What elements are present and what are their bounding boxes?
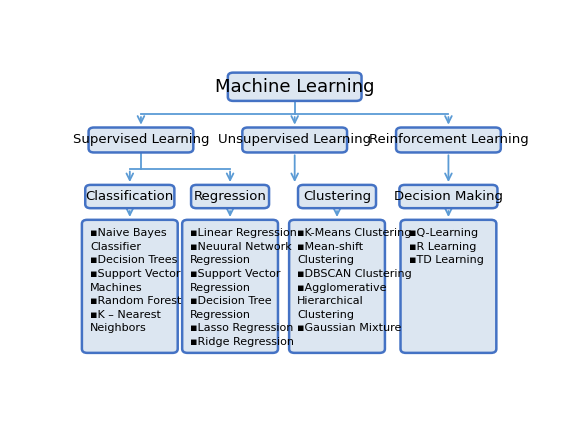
FancyBboxPatch shape bbox=[400, 185, 497, 208]
FancyBboxPatch shape bbox=[396, 127, 501, 152]
FancyBboxPatch shape bbox=[182, 220, 278, 353]
FancyBboxPatch shape bbox=[298, 185, 376, 208]
Text: Supervised Learning: Supervised Learning bbox=[72, 133, 209, 146]
Text: ▪Linear Regression
▪Neuural Network
Regression
▪Support Vector
Regression
▪Decis: ▪Linear Regression ▪Neuural Network Regr… bbox=[190, 228, 297, 347]
FancyBboxPatch shape bbox=[242, 127, 347, 152]
Text: ▪Naive Bayes
Classifier
▪Decision Trees
▪Support Vector
Machines
▪Random Forest
: ▪Naive Bayes Classifier ▪Decision Trees … bbox=[90, 228, 181, 334]
FancyBboxPatch shape bbox=[401, 220, 496, 353]
FancyBboxPatch shape bbox=[191, 185, 269, 208]
Text: Classification: Classification bbox=[86, 190, 174, 203]
Text: Unsupervised Learning: Unsupervised Learning bbox=[218, 133, 371, 146]
FancyBboxPatch shape bbox=[228, 73, 362, 101]
FancyBboxPatch shape bbox=[82, 220, 178, 353]
Text: Decision Making: Decision Making bbox=[394, 190, 503, 203]
Text: Reinforcement Learning: Reinforcement Learning bbox=[369, 133, 528, 146]
FancyBboxPatch shape bbox=[89, 127, 193, 152]
Text: ▪Q-Learning
▪R Learning
▪TD Learning: ▪Q-Learning ▪R Learning ▪TD Learning bbox=[409, 228, 484, 265]
FancyBboxPatch shape bbox=[289, 220, 385, 353]
Text: Machine Learning: Machine Learning bbox=[215, 78, 374, 96]
Text: Clustering: Clustering bbox=[303, 190, 371, 203]
Text: ▪K-Means Clustering
▪Mean-shift
Clustering
▪DBSCAN Clustering
▪Agglomerative
Hie: ▪K-Means Clustering ▪Mean-shift Clusteri… bbox=[297, 228, 412, 334]
FancyBboxPatch shape bbox=[85, 185, 174, 208]
Text: Regression: Regression bbox=[194, 190, 266, 203]
